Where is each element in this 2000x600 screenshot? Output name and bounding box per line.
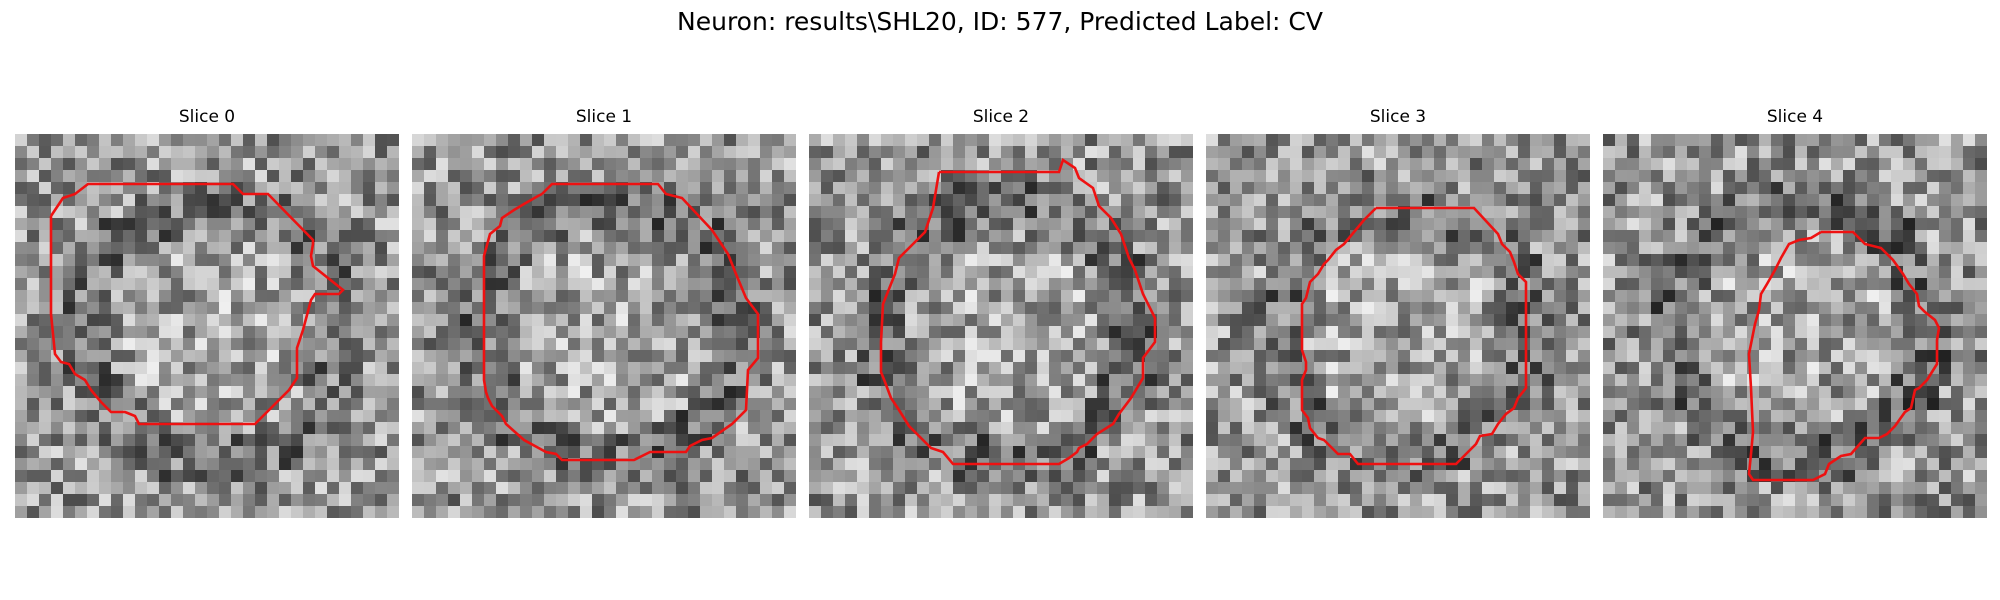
slice-image-2	[809, 134, 1193, 518]
slice-image-1	[412, 134, 796, 518]
slice-panel-1: Slice 1	[412, 106, 796, 518]
slice-image-4	[1603, 134, 1987, 518]
segmentation-contour	[1747, 230, 1941, 482]
slice-title: Slice 0	[178, 107, 236, 127]
segmentation-contour	[1300, 206, 1528, 466]
slice-title: Slice 2	[972, 107, 1030, 127]
pixel-grid	[809, 134, 1193, 518]
pixel-grid	[1603, 134, 1987, 518]
slice-panel-0: Slice 0	[15, 106, 399, 518]
slice-title: Slice 4	[1766, 107, 1824, 127]
slice-panel-4: Slice 4	[1603, 106, 1987, 518]
pixel-grid	[15, 134, 399, 518]
segmentation-contour	[482, 182, 760, 462]
figure-title: Neuron: results\SHL20, ID: 577, Predicte…	[677, 7, 1323, 36]
slice-title: Slice 1	[575, 107, 633, 127]
slice-panel-2: Slice 2	[809, 106, 1193, 518]
segmentation-contour	[879, 157, 1157, 466]
slice-image-0	[15, 134, 399, 518]
slice-title: Slice 3	[1369, 107, 1427, 127]
pixel-grid	[1206, 134, 1590, 518]
pixel-grid	[412, 134, 796, 518]
segmentation-contour	[49, 182, 345, 426]
slice-panel-3: Slice 3	[1206, 106, 1590, 518]
slice-image-3	[1206, 134, 1590, 518]
